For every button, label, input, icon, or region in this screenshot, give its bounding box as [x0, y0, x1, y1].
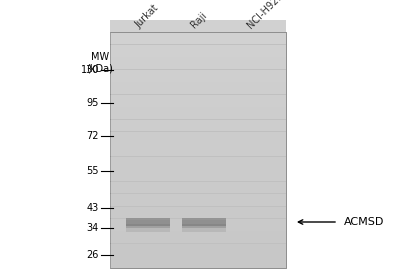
- Text: 72: 72: [86, 131, 99, 141]
- Text: Jurkat: Jurkat: [133, 3, 160, 30]
- Bar: [182, 220, 226, 224]
- Bar: [110, 45, 286, 57]
- Bar: [126, 224, 170, 228]
- Bar: [110, 20, 286, 32]
- Bar: [110, 219, 286, 231]
- Bar: [110, 231, 286, 243]
- Bar: [110, 207, 286, 218]
- Bar: [110, 256, 286, 268]
- Bar: [110, 132, 286, 144]
- Bar: [126, 218, 170, 226]
- Bar: [110, 144, 286, 156]
- Bar: [110, 70, 286, 82]
- Bar: [110, 182, 286, 193]
- Text: Raji: Raji: [189, 10, 209, 30]
- Text: 130: 130: [81, 65, 99, 75]
- Bar: [110, 82, 286, 94]
- Text: 34: 34: [87, 223, 99, 233]
- Bar: [110, 33, 286, 45]
- Text: 26: 26: [87, 250, 99, 260]
- Bar: [110, 120, 286, 131]
- Bar: [110, 32, 286, 268]
- Bar: [110, 194, 286, 206]
- Bar: [110, 32, 286, 268]
- Bar: [110, 95, 286, 106]
- Text: MW
(kDa): MW (kDa): [86, 52, 114, 74]
- Text: 43: 43: [87, 203, 99, 213]
- Bar: [110, 107, 286, 119]
- Bar: [182, 224, 226, 228]
- Bar: [110, 169, 286, 181]
- Bar: [110, 157, 286, 169]
- Text: ACMSD: ACMSD: [344, 217, 384, 227]
- Text: 95: 95: [87, 98, 99, 108]
- Bar: [110, 57, 286, 69]
- Bar: [126, 220, 170, 224]
- Text: NCI-H929: NCI-H929: [245, 0, 285, 30]
- Bar: [126, 228, 170, 232]
- Text: 55: 55: [86, 166, 99, 176]
- Bar: [182, 218, 226, 226]
- Bar: [110, 244, 286, 256]
- Bar: [182, 228, 226, 232]
